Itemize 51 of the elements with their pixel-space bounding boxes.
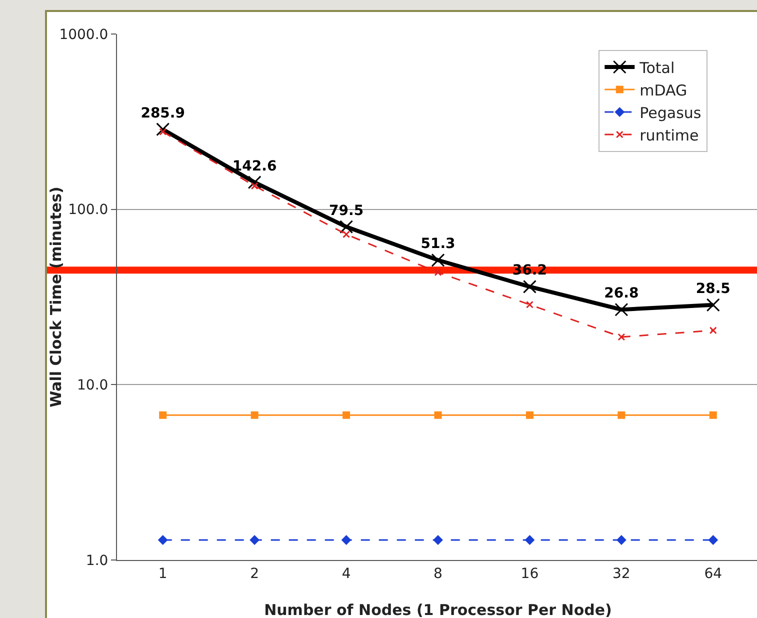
data-label: 285.9: [140, 105, 186, 122]
point: [434, 268, 442, 276]
x-axis-title: Number of Nodes (1 Processor Per Node): [264, 601, 612, 618]
point: [614, 302, 628, 316]
x-tick-label: 32: [612, 566, 630, 582]
point: [250, 411, 258, 419]
legend-label: Pegasus: [640, 104, 702, 122]
point: [709, 411, 717, 419]
point: [709, 326, 717, 334]
point: [618, 411, 626, 419]
point: [616, 535, 626, 545]
point: [526, 300, 534, 308]
x-tick-label: 8: [434, 566, 442, 582]
point: [618, 333, 626, 341]
point: [522, 280, 536, 294]
point: [525, 535, 534, 545]
point: [340, 220, 354, 234]
legend-label: runtime: [640, 126, 699, 144]
data-label: 142.6: [232, 158, 277, 174]
point: [158, 535, 168, 545]
point: [706, 298, 720, 312]
point: [434, 411, 442, 419]
x-tick-label: 2: [250, 566, 260, 582]
legend-label: mDAG: [640, 81, 688, 100]
point: [433, 535, 443, 545]
y-tick-label: 1000.0: [59, 26, 108, 43]
data-label: 79.5: [329, 202, 364, 219]
data-label: 26.8: [604, 286, 639, 302]
point: [159, 411, 167, 419]
y-axis-title: Wall Clock Time (minutes): [47, 186, 65, 408]
point: [708, 535, 718, 545]
point: [250, 182, 258, 190]
point: [431, 253, 445, 267]
data-label: 28.5: [696, 280, 730, 297]
x-tick-label: 1: [158, 566, 168, 582]
point: [342, 535, 351, 545]
point: [342, 230, 350, 238]
legend-label: Total: [638, 58, 675, 77]
point: [156, 122, 170, 136]
y-tick-label: 100.0: [68, 202, 108, 218]
data-label: 51.3: [420, 236, 456, 252]
x-tick-label: 64: [704, 566, 722, 582]
y-tick-label: 10.0: [77, 378, 108, 394]
point: [526, 411, 534, 419]
point: [250, 535, 260, 545]
point: [342, 411, 350, 419]
x-tick-label: 16: [520, 566, 539, 582]
x-tick-label: 4: [342, 566, 351, 582]
point: [248, 176, 262, 190]
y-tick-label: 1.0: [86, 552, 108, 569]
point: [159, 128, 167, 136]
